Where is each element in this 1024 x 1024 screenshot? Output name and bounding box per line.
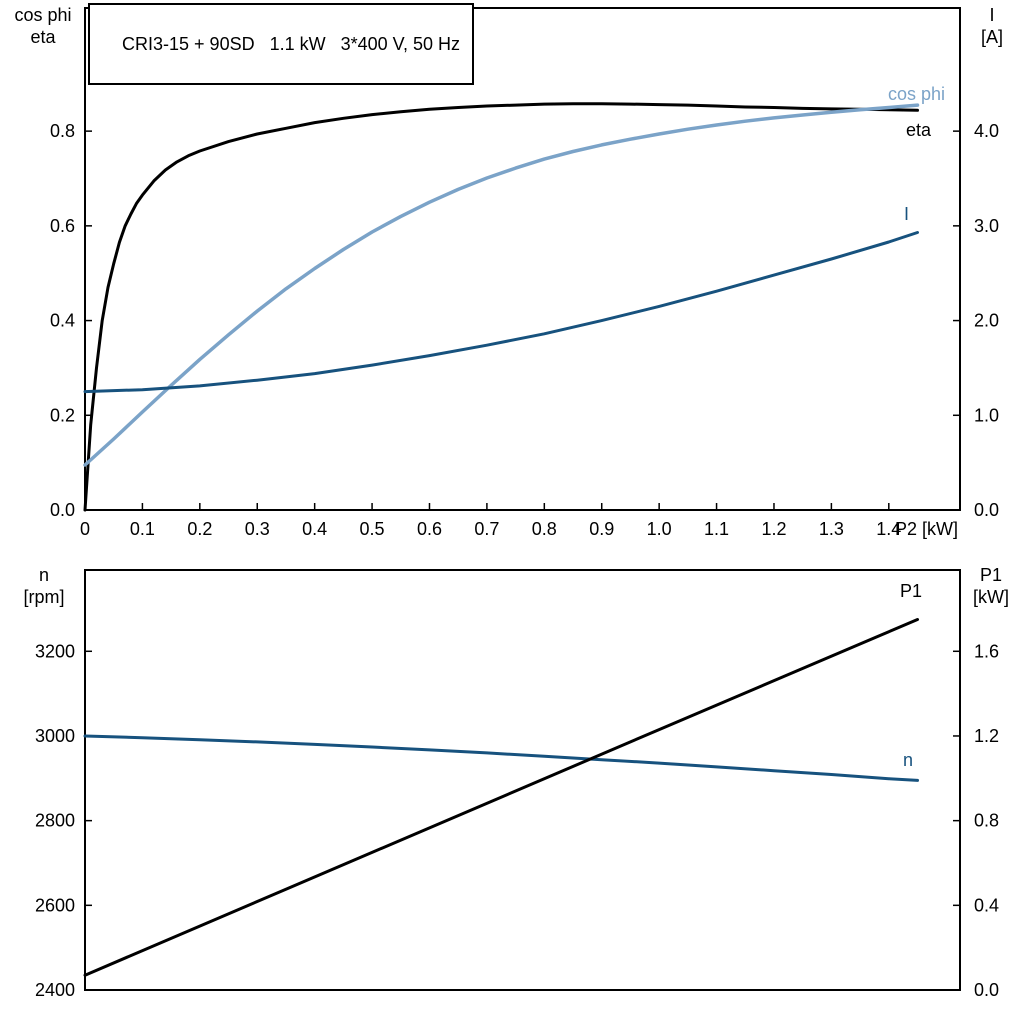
right-tick-label: 1.0: [974, 405, 999, 425]
x-tick-label: 1.3: [819, 519, 844, 539]
rpm-axis-label-line2: [rpm]: [23, 587, 65, 607]
chart-title-box: CRI3-15 + 90SD 1.1 kW 3*400 V, 50 Hz: [88, 3, 475, 85]
p1-axis-label-line1: P1: [979, 565, 1003, 585]
left-tick-label: 0.4: [50, 311, 75, 331]
chart-1: 2400 2600 2800 3000 3200 0.0 0.4 0.8 1.2 1.6: [35, 569, 999, 1000]
left-tick-label: 0.8: [50, 121, 75, 141]
x-tick-label: 0.4: [302, 519, 327, 539]
chart-title: CRI3-15 + 90SD 1.1 kW 3*400 V, 50 Hz: [122, 34, 461, 54]
left-axis-label-line1: cos phi: [14, 5, 72, 25]
top-left-axis-label: cos phi eta: [2, 4, 84, 48]
curve-eta: [83, 102, 919, 512]
left-tick-label: 3200: [35, 641, 75, 661]
x-tick-label: 0.8: [532, 519, 557, 539]
curve-cos-phi: [83, 103, 920, 467]
curve-P1: [83, 618, 919, 977]
left-tick-label: 0.2: [50, 405, 75, 425]
left-tick-label: 2600: [35, 895, 75, 915]
series-label-cos-phi: cos phi: [888, 84, 946, 104]
x-tick-label: 1.2: [761, 519, 786, 539]
right-axis-label-line1: I: [989, 5, 995, 25]
right-tick-label: 0.8: [974, 811, 999, 831]
left-tick-label: 2800: [35, 811, 75, 831]
left-tick-label: 0.6: [50, 216, 75, 236]
right-tick-label: 3.0: [974, 216, 999, 236]
right-tick-label: 4.0: [974, 121, 999, 141]
series-label-p1: P1: [900, 581, 923, 601]
x-axis-label: P2 [kW]: [895, 519, 959, 539]
right-tick-label: 1.2: [974, 726, 999, 746]
series-label-eta: eta: [906, 120, 932, 140]
p1-axis-label-line2: [kW]: [973, 587, 1009, 607]
left-tick-label: 3000: [35, 726, 75, 746]
plot-frame: [84, 7, 961, 511]
bottom-right-axis-label: P1 [kW]: [958, 564, 1024, 608]
x-tick-label: 0.6: [417, 519, 442, 539]
x-tick-label: 0.5: [360, 519, 385, 539]
right-tick-label: 0.0: [974, 980, 999, 1000]
x-tick-label: 0: [80, 519, 90, 539]
x-tick-label: 1.0: [647, 519, 672, 539]
right-tick-label: 1.6: [974, 641, 999, 661]
left-tick-label: 0.0: [50, 500, 75, 520]
x-tick-label: 0.1: [130, 519, 155, 539]
x-tick-label: 1.4: [876, 519, 901, 539]
x-tick-label: 0.3: [245, 519, 270, 539]
right-tick-label: 0.4: [974, 895, 999, 915]
x-tick-label: 1.1: [704, 519, 729, 539]
right-tick-label: 2.0: [974, 311, 999, 331]
series-label-n: n: [903, 750, 914, 770]
curve-n: [83, 734, 919, 782]
bottom-left-axis-label: n [rpm]: [2, 564, 86, 608]
right-tick-label: 0.0: [974, 500, 999, 520]
plot-frame: [84, 569, 961, 991]
left-tick-label: 2400: [35, 980, 75, 1000]
x-tick-label: 0.7: [474, 519, 499, 539]
chart-0: 0 0.1 0.2 0.3 0.4 0.5 0.6 0.7 0.8 0.9 1.0 1.1 1.2 1.3…: [50, 7, 999, 539]
curve-I: [83, 231, 919, 394]
right-axis-label-line2: [A]: [980, 27, 1003, 47]
x-tick-label: 0.2: [187, 519, 212, 539]
rpm-axis-label-line1: n: [38, 565, 49, 585]
left-axis-label-line2: eta: [30, 27, 56, 47]
x-tick-label: 0.9: [589, 519, 614, 539]
top-right-axis-label: I [A]: [960, 4, 1024, 48]
series-label-current: I: [904, 204, 910, 224]
